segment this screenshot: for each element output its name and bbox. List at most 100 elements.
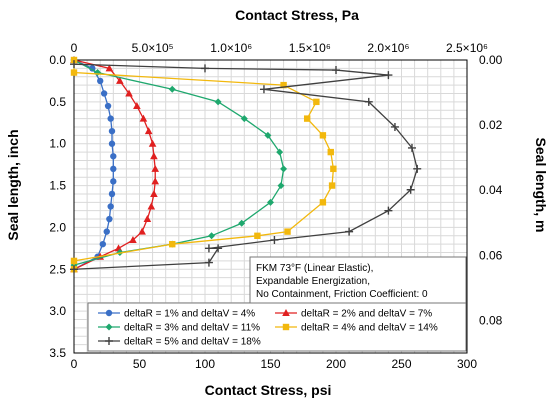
data-point bbox=[148, 139, 157, 147]
data-point bbox=[406, 185, 415, 194]
legend-marker bbox=[105, 323, 113, 331]
axes: 0 50 100 150 200 250 300 0.0 0.5 1.0 1.5 2.0 2.5 3.0 3… bbox=[49, 41, 502, 371]
data-point bbox=[204, 258, 213, 267]
data-point bbox=[110, 153, 117, 160]
data-point bbox=[139, 114, 148, 122]
data-point bbox=[169, 240, 176, 248]
legend-marker bbox=[105, 309, 113, 317]
x-tick-label: 300 bbox=[457, 357, 477, 371]
data-point bbox=[384, 71, 393, 80]
data-point bbox=[108, 127, 116, 135]
data-point bbox=[240, 115, 248, 123]
data-point bbox=[108, 140, 116, 147]
x-tick-label: 0 bbox=[71, 357, 78, 371]
data-point bbox=[103, 228, 110, 235]
bottom-axis-title: Contact Stress, psi bbox=[205, 382, 332, 398]
data-point bbox=[413, 164, 422, 173]
data-point bbox=[106, 215, 113, 223]
data-point bbox=[151, 164, 160, 172]
data-point bbox=[116, 76, 124, 84]
data-point bbox=[104, 102, 112, 110]
data-point bbox=[70, 257, 78, 265]
data-point bbox=[319, 199, 327, 206]
data-point bbox=[144, 127, 153, 135]
data-point bbox=[384, 206, 393, 215]
data-point bbox=[345, 227, 354, 236]
data-point bbox=[150, 152, 158, 160]
data-point bbox=[277, 182, 285, 190]
legend-label: deltaR = 5% and deltaV = 18% bbox=[124, 337, 261, 348]
x-tick-label: 150 bbox=[260, 357, 280, 371]
data-point bbox=[110, 165, 117, 173]
data-point bbox=[204, 244, 213, 253]
data-point bbox=[390, 122, 399, 131]
y2-tick-label: 0.00 bbox=[479, 53, 503, 67]
legend-marker bbox=[282, 323, 290, 331]
annotation-box: FKM 73°F (Linear Elastic), Expandable En… bbox=[249, 256, 467, 304]
legend-marker bbox=[282, 309, 290, 316]
data-point bbox=[407, 143, 416, 152]
legend-entry: deltaR = 1% and deltaV = 4% bbox=[98, 309, 255, 320]
x2-tick-label: 1.0×10⁶ bbox=[210, 41, 252, 55]
data-point bbox=[133, 102, 141, 110]
series-2 bbox=[70, 56, 160, 273]
series-1 bbox=[70, 56, 117, 273]
data-point bbox=[270, 235, 279, 244]
data-point bbox=[214, 244, 223, 253]
data-point bbox=[105, 64, 114, 72]
series-line bbox=[73, 59, 156, 270]
data-point bbox=[327, 148, 334, 156]
y-tick-label: 2.0 bbox=[49, 220, 66, 234]
x-tick-label: 100 bbox=[195, 357, 215, 371]
annotation-frame bbox=[249, 256, 467, 304]
x-tick-label: 200 bbox=[326, 357, 346, 371]
data-point bbox=[108, 190, 116, 198]
y2-tick-label: 0.08 bbox=[479, 313, 503, 327]
series-5 bbox=[70, 60, 422, 274]
y2-tick-label: 0.06 bbox=[479, 248, 503, 262]
left-axis-title: Seal length, inch bbox=[5, 129, 21, 240]
legend-label: deltaR = 1% and deltaV = 4% bbox=[124, 309, 255, 320]
y-tick-label: 0.0 bbox=[49, 53, 66, 67]
y-tick-label: 3.0 bbox=[49, 304, 66, 318]
data-point bbox=[99, 240, 107, 248]
data-point bbox=[100, 90, 108, 97]
data-point bbox=[70, 60, 78, 69]
data-point bbox=[319, 132, 327, 139]
data-point bbox=[313, 98, 320, 106]
legend-entry: deltaR = 2% and deltaV = 7% bbox=[275, 309, 432, 320]
data-point bbox=[147, 202, 156, 210]
data-point bbox=[107, 203, 114, 210]
series-line bbox=[73, 63, 418, 270]
series-line bbox=[73, 59, 114, 270]
annotation-line-3: No Containment, Friction Coefficient: 0 bbox=[256, 289, 428, 300]
x2-tick-label: 2.5×10⁶ bbox=[446, 41, 488, 55]
x2-tick-label: 2.0×10⁶ bbox=[367, 41, 409, 55]
data-point bbox=[110, 178, 117, 185]
legend-entry: deltaR = 3% and deltaV = 11% bbox=[98, 323, 260, 334]
plot-frame bbox=[73, 59, 468, 354]
legend-label: deltaR = 4% and deltaV = 14% bbox=[301, 323, 438, 334]
y2-tick-label: 0.02 bbox=[479, 118, 503, 132]
data-point bbox=[107, 115, 114, 122]
data-point bbox=[70, 265, 78, 274]
y-tick-label: 2.5 bbox=[49, 262, 66, 276]
data-point bbox=[129, 235, 137, 243]
data-point bbox=[151, 177, 160, 185]
data-point bbox=[70, 69, 78, 76]
data-point bbox=[264, 131, 272, 139]
data-point bbox=[328, 182, 336, 189]
data-point bbox=[138, 227, 146, 235]
y-tick-label: 0.5 bbox=[49, 95, 66, 109]
data-point bbox=[276, 148, 284, 156]
data-point bbox=[259, 85, 268, 94]
x2-tick-label: 5.0×10⁵ bbox=[132, 41, 174, 55]
data-point bbox=[214, 98, 222, 106]
data-point bbox=[97, 77, 104, 85]
top-axis-title: Contact Stress, Pa bbox=[235, 7, 359, 23]
legend-label: deltaR = 3% and deltaV = 11% bbox=[124, 323, 260, 334]
legend-marker bbox=[105, 337, 113, 345]
data-point bbox=[332, 66, 340, 75]
data-point bbox=[208, 232, 216, 240]
